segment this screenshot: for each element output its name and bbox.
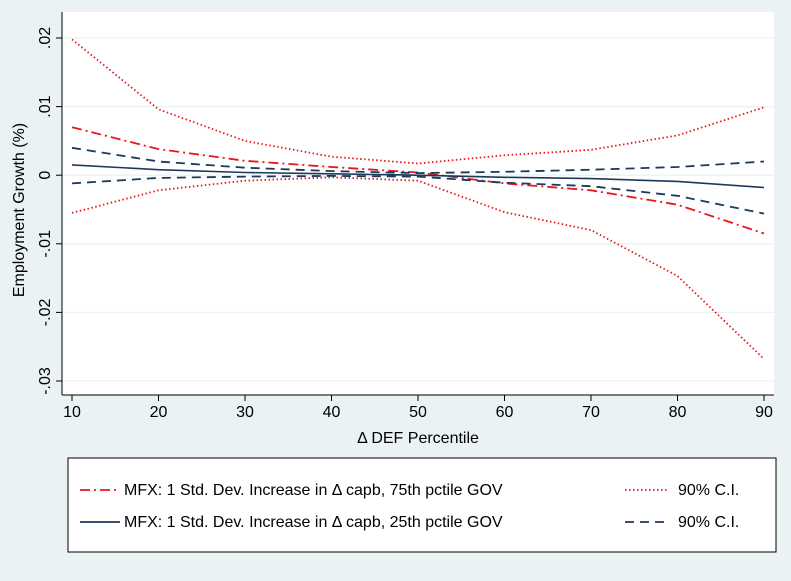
y-tick-label: 0 [37,171,54,180]
legend-label-2: MFX: 1 Std. Dev. Increase in Δ capb, 25t… [124,514,503,531]
x-tick-label: 20 [150,404,168,421]
y-tick-label: -.03 [37,367,54,395]
x-tick-label: 90 [755,404,773,421]
series-line-3 [71,164,765,189]
ticks-layer: -.03 -.02 -.01 0 .01 .02 10 20 30 40 50 60 70 80 90 [37,27,773,421]
series-line-4 [71,146,765,175]
legend-label-3: 90% C.I. [678,514,739,531]
y-tick-label: .02 [37,27,54,49]
series-layer [71,38,765,360]
x-axis-label: Δ DEF Percentile [357,430,479,447]
x-tick-label: 40 [323,404,341,421]
legend: MFX: 1 Std. Dev. Increase in Δ capb, 75t… [67,457,777,553]
y-tick-label: -.01 [37,230,54,258]
legend-box [67,457,777,553]
legend-label-0: MFX: 1 Std. Dev. Increase in Δ capb, 75t… [124,482,503,499]
y-tick-label: .01 [37,95,54,117]
x-tick-label: 50 [409,404,427,421]
x-tick-label: 80 [669,404,687,421]
series-line-5 [71,174,765,215]
x-tick-label: 60 [496,404,514,421]
x-tick-label: 10 [63,404,81,421]
y-tick-label: -.02 [37,299,54,327]
x-tick-label: 70 [582,404,600,421]
legend-label-1: 90% C.I. [678,482,739,499]
plot-area [62,12,774,395]
x-tick-label: 30 [236,404,254,421]
y-axis-label: Employment Growth (%) [11,123,28,297]
